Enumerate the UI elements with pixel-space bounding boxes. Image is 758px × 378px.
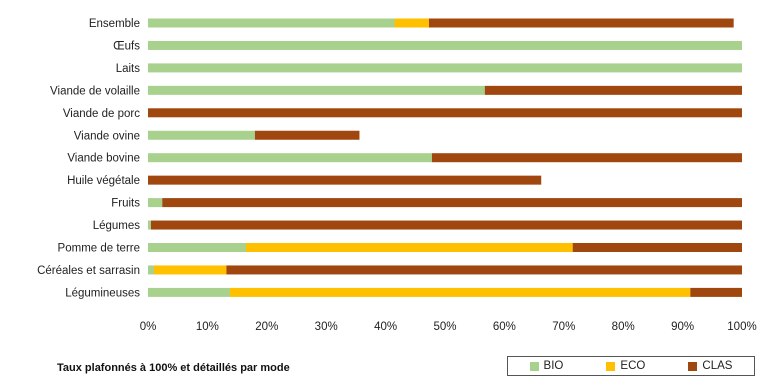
bar-legumineuses-bio — [148, 287, 230, 297]
legend-item-bio: BIO — [529, 360, 564, 372]
x-tick-label-1: 10% — [196, 321, 219, 333]
x-tick-label-4: 40% — [374, 321, 397, 333]
x-tick-label-6: 60% — [493, 321, 516, 333]
category-label-viande-de-porc: Viande de porc — [63, 108, 140, 120]
chart-footnote: Taux plafonnés à 100% et détaillés par m… — [57, 362, 290, 374]
category-label-legumineuses: Légumineuses — [65, 287, 140, 299]
category-label-huile-vegetale: Huile végétale — [67, 175, 140, 187]
bar-oeufs-bio — [148, 40, 742, 50]
x-tick-label-8: 80% — [612, 321, 635, 333]
bar-viande-de-volaille-clas — [484, 85, 742, 95]
x-tick-label-10: 100% — [727, 321, 756, 333]
bar-viande-ovine-clas — [254, 130, 360, 140]
legend-swatch-eco — [606, 361, 616, 371]
legend-item-eco: ECO — [606, 360, 645, 372]
x-tick-label-9: 90% — [671, 321, 694, 333]
stacked-bar-chart: Ensemble Œufs Laits Viande de volaille Viand… — [37, 18, 757, 333]
bar-laits-bio — [148, 63, 742, 73]
x-tick-label-3: 30% — [315, 321, 338, 333]
bar-cereales-et-sarrasin-bio — [148, 265, 154, 275]
chart-legend: BIO ECO CLAS — [507, 356, 755, 376]
bar-fruits-clas — [162, 198, 742, 208]
bar-legumes-bio — [148, 220, 151, 230]
x-tick-label-0: 0% — [140, 321, 157, 333]
bar-cereales-et-sarrasin-clas — [226, 265, 742, 275]
legend-swatch-bio — [529, 361, 539, 371]
category-label-viande-ovine: Viande ovine — [74, 130, 140, 142]
bar-viande-de-volaille-bio — [148, 85, 485, 95]
category-label-legumes: Légumes — [93, 220, 141, 232]
x-tick-label-2: 20% — [255, 321, 278, 333]
category-label-cereales-et-sarrasin: Céréales et sarrasin — [37, 265, 140, 277]
bar-cereales-et-sarrasin-eco — [153, 265, 227, 275]
legend-label-bio: BIO — [543, 360, 564, 372]
bar-legumineuses-eco — [229, 287, 691, 297]
bar-legumineuses-clas — [690, 287, 742, 297]
category-label-ensemble: Ensemble — [89, 18, 140, 30]
bar-viande-bovine-clas — [431, 153, 742, 163]
legend-item-clas: CLAS — [688, 360, 732, 372]
x-tick-label-5: 50% — [433, 321, 456, 333]
legend-label-clas: CLAS — [702, 360, 733, 372]
bar-viande-de-porc-clas — [148, 108, 742, 118]
bar-viande-ovine-bio — [148, 130, 255, 140]
bar-pomme-de-terre-clas — [572, 243, 742, 252]
category-label-viande-de-volaille: Viande de volaille — [50, 85, 140, 97]
bar-viande-bovine-bio — [148, 153, 432, 163]
category-label-pomme-de-terre: Pomme de terre — [58, 243, 140, 255]
legend-label-eco: ECO — [620, 360, 646, 372]
category-label-laits: Laits — [116, 63, 141, 75]
bar-ensemble-clas — [428, 18, 734, 28]
category-label-fruits: Fruits — [111, 198, 140, 210]
bar-pomme-de-terre-bio — [148, 243, 247, 252]
category-label-viande-bovine: Viande bovine — [67, 153, 140, 165]
bar-ensemble-eco — [394, 18, 429, 28]
bar-pomme-de-terre-eco — [246, 243, 573, 252]
legend-swatch-clas — [688, 361, 698, 371]
bar-ensemble-bio — [148, 18, 395, 28]
bar-legumes-clas — [150, 220, 743, 230]
bar-huile-vegetale-clas — [148, 175, 542, 185]
bar-fruits-bio — [148, 198, 163, 208]
category-label-oeufs: Œufs — [113, 40, 140, 52]
x-tick-label-7: 70% — [552, 321, 575, 333]
